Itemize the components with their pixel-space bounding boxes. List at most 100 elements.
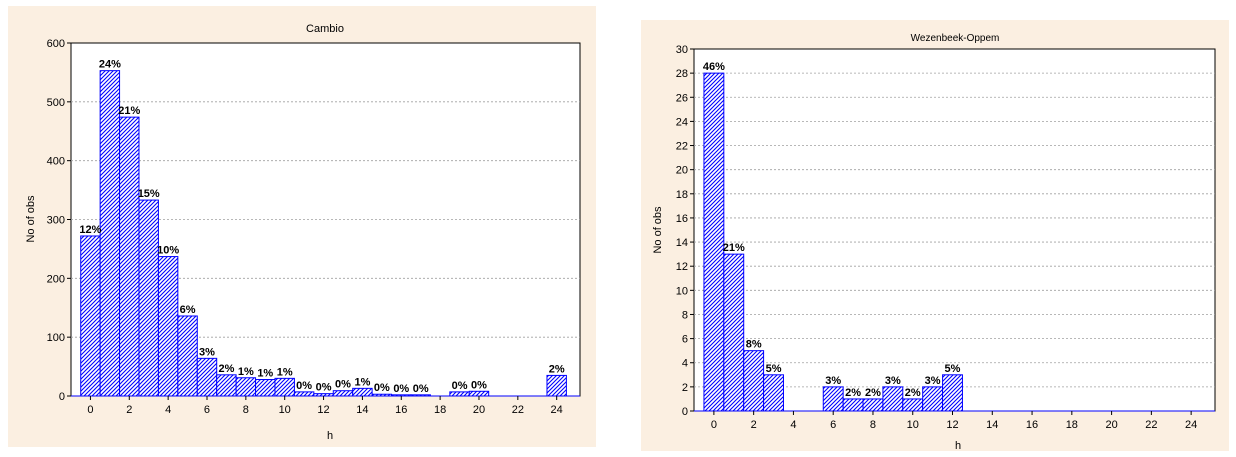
cambio-x-tick-labels: 0 2 4 6 8 10 12 14 16 18 20 22 24: [87, 396, 563, 416]
wezenbeek-y-tick-label: 26: [676, 92, 688, 104]
wezenbeek-chart-title: Wezenbeek-Oppem: [911, 33, 1000, 44]
wezenbeek-bar-label: 2%: [905, 387, 921, 399]
cambio-bar-label: 1%: [354, 376, 370, 388]
wezenbeek-bar-label: 5%: [945, 363, 961, 375]
cambio-bar-label: 0%: [374, 382, 390, 394]
wezenbeek-bar: [822, 386, 844, 412]
wezenbeek-plot-area: [693, 48, 1216, 412]
wezenbeek-y-tick-label: 4: [682, 358, 688, 370]
wezenbeek-bar-label: 3%: [925, 375, 941, 387]
wezenbeek-bar-label: 3%: [825, 375, 841, 387]
cambio-x-tick-label: 16: [395, 404, 407, 416]
cambio-bar-label: 2%: [549, 363, 565, 375]
cambio-bar-label: 0%: [393, 383, 409, 395]
wezenbeek-y-tick-label: 0: [682, 406, 688, 418]
wezenbeek-y-tick-label: 22: [676, 141, 688, 153]
cambio-bars: [71, 70, 580, 397]
wezenbeek-y-tick-label: 8: [682, 309, 688, 321]
wezenbeek-y-tick-label: 16: [676, 213, 688, 225]
wezenbeek-bar: [922, 386, 944, 412]
wezenbeek-bar: [723, 253, 745, 412]
wezenbeek-y-tick-label: 30: [676, 44, 688, 56]
wezenbeek-bar-label: 3%: [885, 375, 901, 387]
cambio-y-tick-labels: 0 100 200 300 400 500 600: [47, 38, 71, 403]
wezenbeek-bar: [862, 398, 884, 412]
cambio-x-tick-label: 20: [473, 404, 485, 416]
wezenbeek-y-tick-label: 14: [676, 237, 688, 249]
cambio-bar: [352, 387, 373, 397]
cambio-bar: [138, 199, 159, 397]
wezenbeek-y-tick-label: 20: [676, 165, 688, 177]
wezenbeek-y-tick-label: 24: [676, 116, 688, 128]
cambio-bar-label: 1%: [277, 366, 293, 378]
cambio-bar-label: 0%: [296, 380, 312, 392]
cambio-x-tick-label: 22: [512, 404, 524, 416]
cambio-bar: [235, 377, 257, 397]
cambio-chart: 12%24%21%15%10%6%3%2% 1% 1% 1%0% 0% 0% 1% 0% 0% 0…: [8, 6, 596, 447]
cambio-bar: [196, 357, 218, 397]
cambio-bar: [410, 394, 431, 397]
cambio-bar: [546, 374, 567, 397]
cambio-bar-label: 12%: [79, 224, 101, 236]
cambio-bar: [371, 393, 393, 397]
cambio-bar-label: 3%: [199, 346, 215, 358]
wezenbeek-bar: [842, 398, 864, 412]
cambio-bar: [157, 256, 179, 397]
cambio-chart-title: Cambio: [306, 23, 344, 35]
cambio-y-axis-label: No of obs: [25, 195, 37, 243]
wezenbeek-x-tick-label: 2: [751, 419, 757, 431]
wezenbeek-x-tick-label: 0: [711, 419, 717, 431]
cambio-bar: [80, 235, 101, 397]
wezenbeek-x-axis-label: h: [955, 440, 961, 452]
cambio-x-tick-label: 4: [165, 404, 171, 416]
cambio-bar: [177, 315, 198, 397]
cambio-bar: [119, 116, 140, 397]
cambio-y-tick-label: 200: [47, 273, 65, 285]
cambio-bar-label: 0%: [413, 383, 429, 395]
cambio-x-tick-label: 18: [434, 404, 446, 416]
wezenbeek-x-tick-label: 4: [790, 419, 796, 431]
cambio-bar: [332, 390, 354, 397]
cambio-bar: [313, 393, 334, 397]
wezenbeek-x-tick-label: 20: [1105, 419, 1117, 431]
cambio-bar-label: 0%: [452, 380, 468, 392]
wezenbeek-bar-label: 46%: [703, 61, 725, 73]
wezenbeek-bar: [882, 386, 904, 412]
cambio-bar: [99, 70, 121, 397]
cambio-y-tick-label: 400: [47, 156, 65, 168]
wezenbeek-bar: [743, 350, 765, 412]
cambio-bar-label: 6%: [180, 304, 196, 316]
wezenbeek-bars: [694, 72, 1215, 412]
cambio-x-tick-label: 24: [551, 404, 563, 416]
wezenbeek-x-tick-label: 8: [870, 419, 876, 431]
cambio-bar-label: 0%: [471, 379, 487, 391]
cambio-x-tick-label: 8: [243, 404, 249, 416]
cambio-bar-label: 1%: [257, 368, 273, 380]
wezenbeek-bar: [763, 374, 784, 412]
wezenbeek-bar-label: 2%: [865, 387, 881, 399]
cambio-bar-label: 21%: [118, 105, 140, 117]
wezenbeek-y-tick-label: 10: [676, 285, 688, 297]
cambio-bar-label: 24%: [99, 59, 121, 71]
wezenbeek-y-axis-label: No of obs: [652, 206, 664, 254]
wezenbeek-oppem-chart: 46%21%8%5%3%2% 2%3%2%3%5% 0 2 4 6 8 10 12 14 16 18…: [641, 20, 1229, 452]
wezenbeek-x-tick-label: 14: [986, 419, 998, 431]
wezenbeek-y-tick-label: 28: [676, 68, 688, 80]
cambio-y-tick-label: 600: [47, 38, 65, 50]
cambio-bar: [449, 391, 470, 397]
cambio-x-tick-label: 14: [356, 404, 368, 416]
wezenbeek-bar: [902, 398, 924, 412]
cambio-bar: [255, 379, 276, 397]
wezenbeek-bar: [703, 72, 725, 412]
wezenbeek-y-tick-label: 2: [682, 382, 688, 394]
wezenbeek-y-tick-label: 18: [676, 189, 688, 201]
wezenbeek-x-tick-label: 22: [1145, 419, 1157, 431]
cambio-y-tick-label: 100: [47, 332, 65, 344]
wezenbeek-bar-label: 21%: [723, 242, 745, 254]
cambio-bar-label: 0%: [316, 382, 332, 394]
cambio-bar: [293, 391, 315, 397]
cambio-bar-label: 2%: [218, 363, 234, 375]
cambio-x-tick-label: 6: [204, 404, 210, 416]
cambio-x-tick-label: 10: [279, 404, 291, 416]
wezenbeek-x-tick-label: 6: [830, 419, 836, 431]
